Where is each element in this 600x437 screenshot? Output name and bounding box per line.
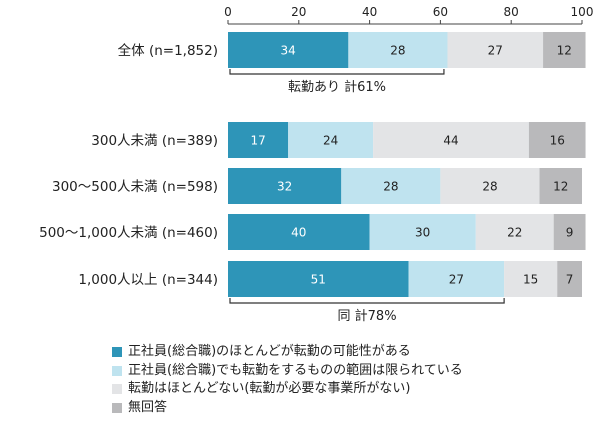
bar-segment bbox=[341, 168, 441, 204]
bar-segment bbox=[228, 261, 409, 297]
legend-label: 無回答 bbox=[128, 399, 168, 415]
bar-segment bbox=[475, 214, 554, 250]
bar-segment bbox=[528, 122, 586, 158]
bar-segment bbox=[228, 122, 289, 158]
bar-value-label: 12 bbox=[553, 180, 568, 194]
bar-value-label: 7 bbox=[566, 273, 574, 287]
bar-value-label: 28 bbox=[383, 180, 398, 194]
bar-segment bbox=[440, 168, 540, 204]
bar-segment bbox=[447, 32, 544, 68]
x-axis-tick-label: 20 bbox=[291, 5, 306, 19]
bar-segment bbox=[373, 122, 529, 158]
bar-value-label: 27 bbox=[449, 273, 464, 287]
category-label: 500～1,000人未満 (n=460) bbox=[39, 225, 218, 241]
category-label: 全体 (n=1,852) bbox=[118, 42, 218, 59]
chart-legend: 正社員(総合職)のほとんどが転勤の可能性がある正社員(総合職)でも転勤をするもの… bbox=[112, 343, 463, 417]
bar-value-label: 44 bbox=[443, 134, 458, 148]
bar-segment bbox=[553, 214, 586, 250]
legend-swatch bbox=[112, 365, 122, 376]
legend-item: 正社員(総合職)のほとんどが転勤の可能性がある bbox=[112, 343, 463, 362]
legend-swatch bbox=[112, 384, 122, 395]
bar-segment bbox=[408, 261, 505, 297]
bracket-label: 同 計78% bbox=[338, 308, 397, 324]
bar-segment bbox=[539, 168, 582, 204]
bar-value-label: 32 bbox=[277, 180, 292, 194]
bracket-label: 転勤あり 計61% bbox=[288, 79, 386, 95]
bar-value-label: 28 bbox=[390, 44, 405, 58]
category-label: 300～500人未満 (n=598) bbox=[52, 179, 218, 195]
bar-segment bbox=[504, 261, 558, 297]
category-label: 300人未満 (n=389) bbox=[91, 133, 218, 149]
category-label: 1,000人以上 (n=344) bbox=[78, 272, 218, 288]
bar-value-label: 22 bbox=[507, 226, 522, 240]
x-axis-tick-label: 0 bbox=[224, 5, 232, 19]
bracket-line bbox=[229, 298, 505, 304]
bar-value-label: 15 bbox=[523, 273, 538, 287]
bar-value-label: 34 bbox=[281, 44, 296, 58]
bar-value-label: 30 bbox=[415, 226, 430, 240]
legend-item: 転勤はほとんどない(転勤が必要な事業所がない) bbox=[112, 380, 463, 399]
bar-value-label: 17 bbox=[250, 134, 265, 148]
bar-value-label: 9 bbox=[566, 226, 574, 240]
bracket-line bbox=[229, 69, 445, 75]
bar-segment bbox=[543, 32, 586, 68]
bar-segment bbox=[369, 214, 476, 250]
x-axis-tick-label: 40 bbox=[362, 5, 377, 19]
bar-segment bbox=[228, 32, 349, 68]
bar-value-label: 24 bbox=[323, 134, 338, 148]
legend-label: 正社員(総合職)のほとんどが転勤の可能性がある bbox=[128, 344, 411, 359]
bar-segment bbox=[348, 32, 448, 68]
legend-label: 正社員(総合職)でも転勤をするものの範囲は限られている bbox=[128, 362, 463, 378]
x-axis-tick-label: 80 bbox=[504, 5, 519, 19]
x-axis-tick-label: 60 bbox=[433, 5, 448, 19]
bar-value-label: 40 bbox=[291, 226, 306, 240]
bar-value-label: 16 bbox=[550, 134, 565, 148]
legend-item: 無回答 bbox=[112, 399, 463, 418]
bar-value-label: 28 bbox=[482, 180, 497, 194]
legend-swatch bbox=[112, 347, 122, 358]
bar-segment bbox=[288, 122, 374, 158]
bar-value-label: 51 bbox=[311, 273, 326, 287]
bar-value-label: 12 bbox=[557, 44, 572, 58]
bar-segment bbox=[228, 214, 370, 250]
legend-item: 正社員(総合職)でも転勤をするものの範囲は限られている bbox=[112, 362, 463, 381]
legend-label: 転勤はほとんどない(転勤が必要な事業所がない) bbox=[128, 381, 411, 396]
legend-swatch bbox=[112, 402, 122, 413]
x-axis-tick-label: 100 bbox=[571, 5, 594, 19]
bar-value-label: 27 bbox=[488, 44, 503, 58]
bar-segment bbox=[228, 168, 342, 204]
bar-segment bbox=[557, 261, 582, 297]
